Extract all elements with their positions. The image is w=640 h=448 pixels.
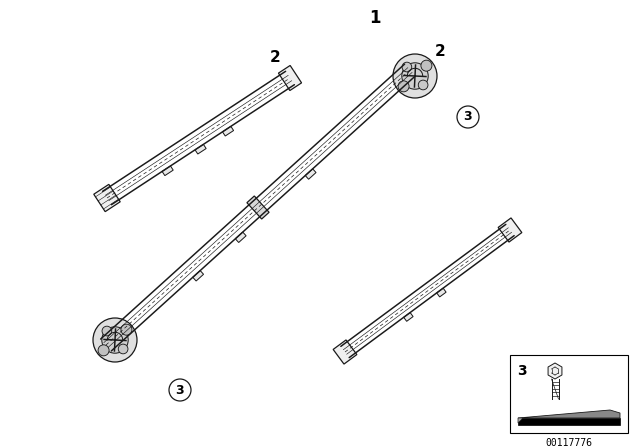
Circle shape [398, 81, 409, 92]
Circle shape [121, 324, 132, 335]
Circle shape [393, 54, 437, 98]
Text: 3: 3 [176, 383, 184, 396]
Polygon shape [193, 271, 204, 281]
Circle shape [118, 344, 128, 354]
Polygon shape [498, 218, 522, 242]
Polygon shape [518, 410, 620, 418]
Polygon shape [195, 144, 206, 154]
Polygon shape [548, 363, 562, 379]
Polygon shape [305, 169, 316, 179]
Circle shape [98, 345, 109, 356]
Circle shape [93, 318, 137, 362]
Text: 3: 3 [464, 111, 472, 124]
Circle shape [102, 326, 112, 336]
Polygon shape [223, 126, 234, 136]
Text: 2: 2 [269, 51, 280, 65]
Circle shape [402, 63, 428, 89]
Polygon shape [247, 196, 269, 219]
Polygon shape [518, 418, 523, 423]
Circle shape [421, 60, 432, 71]
Polygon shape [436, 288, 446, 297]
Polygon shape [236, 232, 246, 242]
Polygon shape [162, 166, 173, 176]
Circle shape [419, 80, 428, 90]
Polygon shape [333, 340, 357, 364]
Bar [510, 355, 628, 433]
Text: 2: 2 [435, 44, 445, 60]
Text: 1: 1 [369, 9, 381, 27]
Polygon shape [94, 185, 120, 211]
Circle shape [402, 62, 412, 72]
Circle shape [102, 327, 128, 353]
Text: 3: 3 [517, 364, 527, 378]
Polygon shape [404, 313, 413, 321]
Text: 00117776: 00117776 [545, 438, 593, 448]
Polygon shape [278, 65, 301, 90]
Polygon shape [518, 418, 620, 425]
